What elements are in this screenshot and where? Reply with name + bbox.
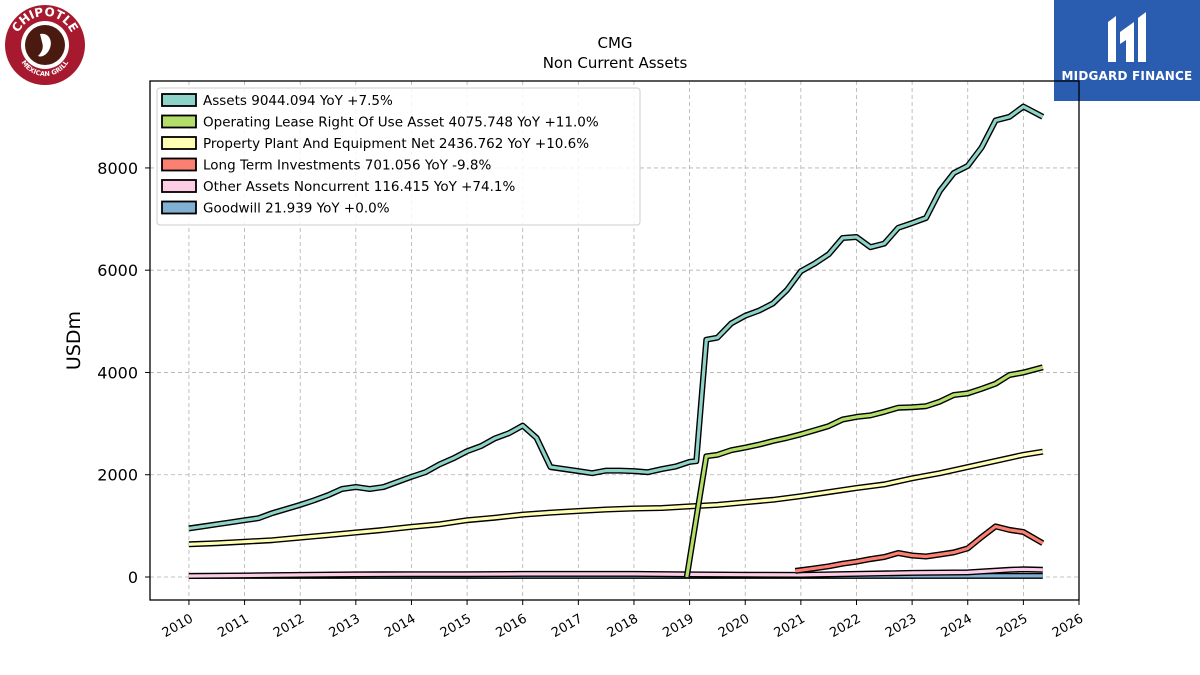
series-stroke	[188, 567, 1043, 578]
series-line-3	[794, 523, 1045, 574]
legend-item: Goodwill 21.939 YoY +0.0%	[161, 200, 390, 217]
chipotle-logo-icon: CHIPOTLE MEXICAN GRILL	[4, 4, 86, 86]
chart-title: CMG	[597, 34, 632, 52]
chart-subtitle: Non Current Assets	[543, 54, 688, 72]
x-tick-label: 2015	[438, 611, 474, 641]
series-line-4	[188, 566, 1043, 579]
series-line-2	[188, 448, 1044, 548]
x-tick-label: 2025	[994, 611, 1030, 641]
legend-item: Operating Lease Right Of Use Asset 4075.…	[161, 114, 599, 131]
legend-swatch	[161, 136, 197, 150]
x-tick-label: 2021	[772, 611, 808, 641]
series-outline	[683, 364, 1044, 578]
legend: Assets 9044.094 YoY +7.5% Operating Lease…	[156, 87, 641, 226]
series-layer	[188, 103, 1045, 579]
series-stroke	[188, 450, 1044, 546]
legend-label: Goodwill 21.939 YoY +0.0%	[203, 201, 390, 217]
y-tick-label: 4000	[97, 363, 138, 382]
y-tick-label: 8000	[97, 159, 138, 178]
y-tick-label: 2000	[97, 466, 138, 485]
x-tick-label: 2026	[1050, 611, 1086, 641]
x-tick-label: 2018	[605, 611, 641, 641]
legend-item: Long Term Investments 701.056 YoY -9.8%	[161, 157, 491, 174]
legend-item: Assets 9044.094 YoY +7.5%	[161, 93, 393, 109]
y-tick-label: 0	[128, 568, 138, 587]
x-tick-label: 2011	[215, 611, 251, 641]
x-tick-label: 2013	[327, 611, 363, 641]
x-tick-label: 2012	[271, 611, 307, 641]
series-stroke	[685, 365, 1044, 578]
x-tick-label: 2019	[660, 611, 696, 641]
legend-label: Other Assets Noncurrent 116.415 YoY +74.…	[203, 179, 515, 195]
legend-swatch	[161, 114, 197, 129]
x-tick-label: 2020	[716, 611, 752, 641]
x-tick-label: 2022	[827, 611, 863, 641]
x-tick-label: 2016	[494, 611, 530, 641]
x-tick-label: 2023	[883, 611, 919, 641]
legend-item: Property Plant And Equipment Net 2436.76…	[161, 136, 589, 152]
legend-box	[156, 87, 641, 226]
legend-label: Operating Lease Right Of Use Asset 4075.…	[203, 115, 599, 131]
midgard-finance-logo-text: MIDGARD FINANCE	[1061, 69, 1193, 83]
series-stroke	[795, 524, 1044, 573]
series-line-1	[683, 364, 1044, 578]
x-tick-label: 2010	[160, 611, 196, 641]
legend-label: Assets 9044.094 YoY +7.5%	[203, 93, 393, 109]
series-line-0	[188, 103, 1045, 532]
x-tick-label: 2024	[939, 611, 975, 641]
plot-frame	[149, 80, 1080, 601]
x-tick-label: 2014	[382, 611, 418, 641]
chipotle-logo-graphic: CHIPOTLE MEXICAN GRILL	[5, 5, 85, 85]
legend-label: Property Plant And Equipment Net 2436.76…	[203, 136, 589, 152]
midgard-finance-logo-icon	[1108, 12, 1146, 62]
legend-label: Long Term Investments 701.056 YoY -9.8%	[203, 158, 491, 174]
y-axis-label: USDm	[63, 311, 85, 370]
legend-swatch	[161, 179, 197, 193]
legend-swatch	[161, 200, 197, 215]
y-tick-label: 6000	[97, 261, 138, 280]
series-stroke	[188, 105, 1044, 530]
legend-swatch	[161, 157, 197, 172]
legend-swatch	[161, 93, 197, 107]
x-tick-label: 2017	[549, 611, 585, 641]
midgard-finance-logo: MIDGARD FINANCE	[1054, 0, 1200, 101]
legend-item: Other Assets Noncurrent 116.415 YoY +74.…	[161, 179, 515, 195]
